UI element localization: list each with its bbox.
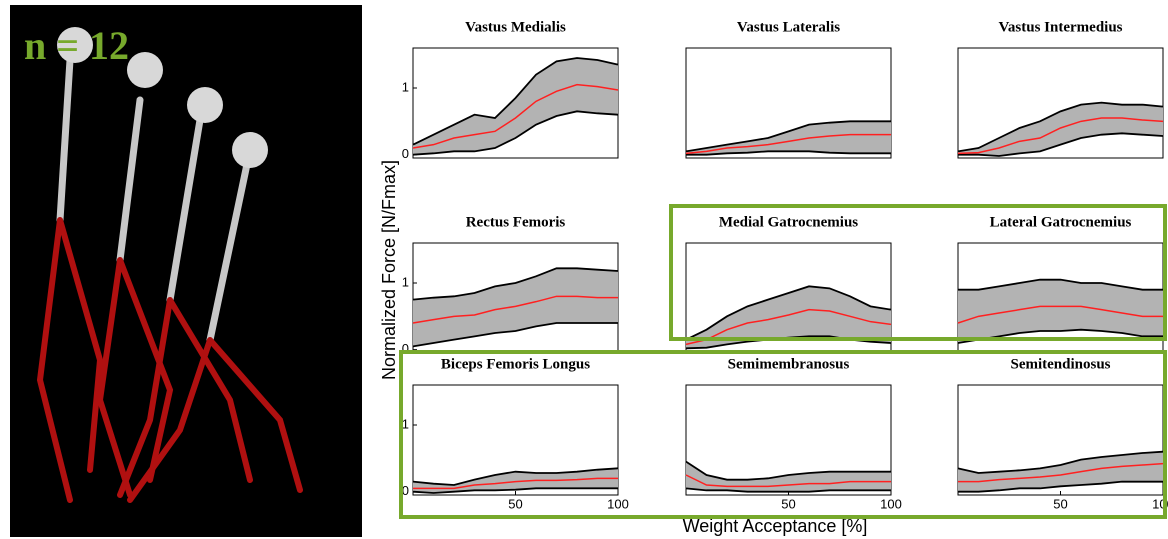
x-tick-label: 100: [880, 496, 902, 511]
panel-title: Medial Gatrocnemius: [719, 214, 858, 230]
panel-title: Vastus Medialis: [465, 19, 566, 35]
figure: n = 12 Normalized Force [N/Fmax] Weight …: [0, 0, 1168, 539]
x-tick-label: 50: [508, 496, 522, 511]
x-tick-label: 50: [781, 496, 795, 511]
panel-title: Vastus Intermedius: [998, 19, 1122, 35]
y-tick-label: 0: [402, 146, 409, 161]
y-tick-label: 1: [402, 79, 409, 94]
panel-title: Semimembranosus: [728, 356, 850, 372]
panel-title: Biceps Femoris Longus: [441, 356, 590, 372]
y-tick-label: 1: [402, 274, 409, 289]
x-tick-label: 50: [1053, 496, 1067, 511]
sample-size: n = 12: [24, 23, 129, 68]
panel-title: Semitendinosus: [1010, 356, 1110, 372]
y-axis-label: Normalized Force [N/Fmax]: [379, 160, 399, 380]
panel-title: Rectus Femoris: [466, 214, 566, 230]
x-tick-label: 100: [607, 496, 629, 511]
panel-title: Vastus Lateralis: [737, 19, 840, 35]
panel-title: Lateral Gatrocnemius: [990, 214, 1132, 230]
skeleton-image: n = 12: [10, 5, 362, 537]
